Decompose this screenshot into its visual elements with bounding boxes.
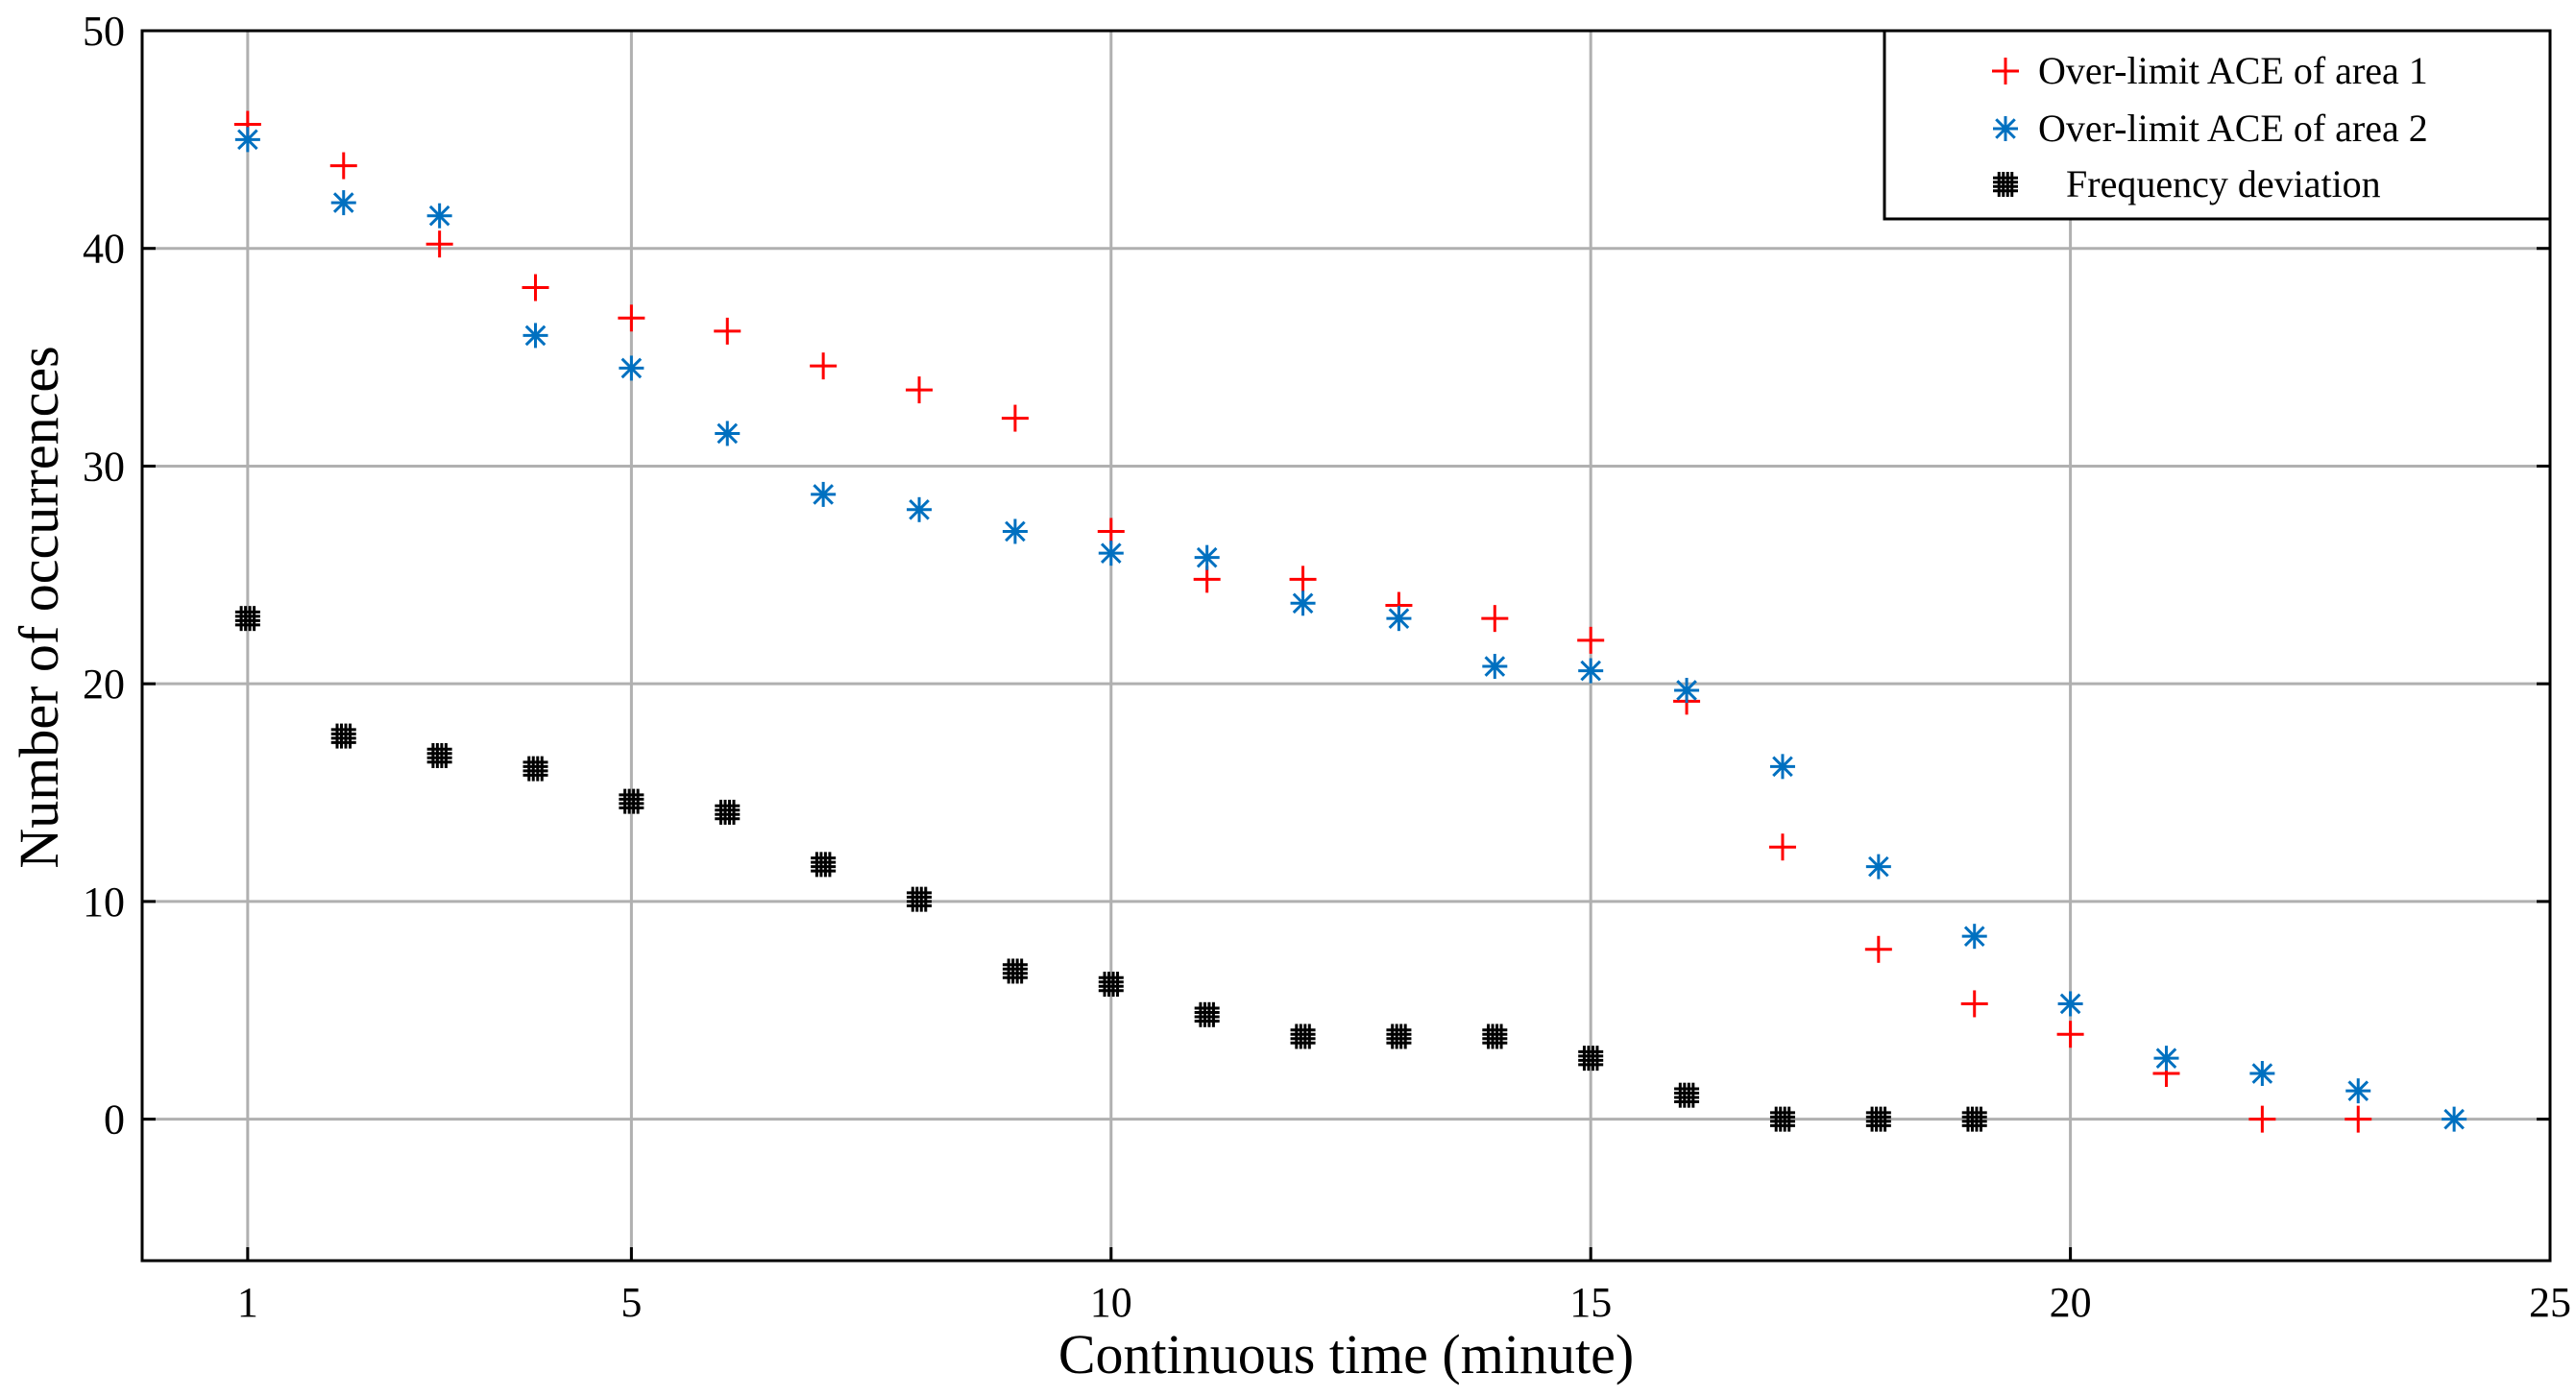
point-s2-9: [1002, 958, 1028, 984]
series-2: [234, 606, 1987, 1132]
legend-marker-area1: [1992, 58, 2019, 84]
point-s2-12: [1290, 1024, 1316, 1049]
x-tick-label-15: 15: [1569, 1279, 1612, 1326]
legend: Over-limit ACE of area 1 Over-limit ACE …: [1883, 29, 2552, 221]
point-s2-8: [907, 886, 933, 912]
point-s0-15: [1577, 626, 1605, 654]
point-s2-1: [234, 606, 260, 632]
point-s0-11: [1193, 566, 1221, 593]
y-tick-label-50: 50: [83, 8, 125, 55]
point-s1-20: [2057, 991, 2083, 1017]
point-s0-7: [810, 352, 838, 380]
point-s2-16: [1674, 1082, 1700, 1108]
y-tick-label-30: 30: [83, 443, 125, 490]
point-s1-17: [1769, 754, 1795, 780]
point-s2-6: [715, 799, 741, 825]
point-s1-11: [1194, 544, 1220, 570]
point-s1-5: [619, 355, 644, 381]
point-s2-10: [1098, 972, 1124, 998]
point-s0-12: [1289, 566, 1317, 593]
point-s0-9: [1001, 404, 1029, 432]
point-s0-20: [2056, 1021, 2084, 1048]
legend-symbol-2: [1993, 172, 2018, 197]
point-s1-24: [2442, 1106, 2467, 1132]
point-s2-15: [1578, 1046, 1604, 1072]
point-s1-12: [1290, 590, 1316, 616]
axis-ticks: [142, 29, 2552, 1261]
y-tick-label-20: 20: [83, 661, 125, 708]
point-s0-17: [1768, 833, 1796, 861]
point-s2-19: [1961, 1106, 1987, 1132]
y-tick-label-40: 40: [83, 226, 125, 273]
point-s1-9: [1002, 518, 1028, 544]
point-s2-18: [1865, 1106, 1891, 1132]
point-s1-2: [330, 190, 356, 216]
data-points: [233, 110, 2467, 1133]
point-s2-7: [811, 852, 837, 878]
point-s1-13: [1386, 606, 1412, 632]
point-s1-1: [234, 127, 260, 153]
legend-label-area1: Over-limit ACE of area 1: [2038, 49, 2428, 92]
legend-marker-area2: [1993, 116, 2018, 141]
point-s1-7: [811, 481, 837, 507]
point-s0-4: [522, 274, 549, 301]
point-s2-13: [1386, 1024, 1412, 1049]
grid: [142, 31, 2550, 1261]
point-s0-18: [1864, 935, 1892, 963]
legend-label-frequency: Frequency deviation: [2066, 162, 2381, 205]
point-s2-4: [522, 756, 548, 782]
point-s0-6: [714, 317, 741, 345]
point-s2-17: [1769, 1106, 1795, 1132]
point-s1-3: [426, 203, 452, 229]
point-s1-8: [907, 496, 933, 522]
x-tick-label-10: 10: [1090, 1279, 1132, 1326]
point-s0-10: [1097, 518, 1125, 545]
point-s1-10: [1098, 541, 1124, 566]
x-tick-label-1: 1: [237, 1279, 258, 1326]
point-s0-22: [2248, 1105, 2276, 1133]
legend-label-area2: Over-limit ACE of area 2: [2038, 107, 2428, 150]
point-s0-5: [618, 304, 645, 332]
point-s1-4: [522, 323, 548, 349]
point-s2-3: [426, 742, 452, 768]
y-axis-title: Number of occurrences: [8, 346, 70, 868]
point-s1-18: [1865, 854, 1891, 879]
point-s1-6: [715, 421, 741, 446]
legend-symbol-1: [1993, 116, 2018, 141]
point-s0-23: [2345, 1105, 2372, 1133]
legend-symbol-0: [1992, 58, 2019, 84]
x-tick-label-25: 25: [2529, 1279, 2571, 1326]
point-s1-22: [2249, 1061, 2275, 1087]
point-s1-23: [2345, 1078, 2371, 1104]
point-s0-19: [1960, 990, 1988, 1018]
point-s2-14: [1482, 1024, 1508, 1049]
point-s1-21: [2153, 1046, 2179, 1072]
point-s1-19: [1961, 924, 1987, 950]
point-s0-14: [1481, 605, 1509, 633]
point-s1-15: [1578, 658, 1604, 684]
legend-marker-frequency: [1993, 172, 2018, 197]
x-axis-title: Continuous time (minute): [1058, 1323, 1634, 1385]
series-1: [234, 127, 2467, 1132]
point-s0-8: [906, 376, 934, 404]
point-s1-14: [1482, 654, 1508, 680]
point-s2-5: [619, 788, 644, 814]
plot-frame: [140, 29, 2552, 1263]
y-tick-label-0: 0: [104, 1096, 125, 1144]
point-s2-2: [330, 723, 356, 749]
x-tick-label-20: 20: [2050, 1279, 2092, 1326]
x-tick-label-5: 5: [620, 1279, 642, 1326]
point-s1-16: [1674, 677, 1700, 703]
point-s0-2: [329, 152, 357, 180]
point-s2-11: [1194, 1001, 1220, 1027]
point-s0-3: [425, 230, 453, 258]
y-tick-label-10: 10: [83, 879, 125, 926]
series-0: [233, 110, 2372, 1133]
